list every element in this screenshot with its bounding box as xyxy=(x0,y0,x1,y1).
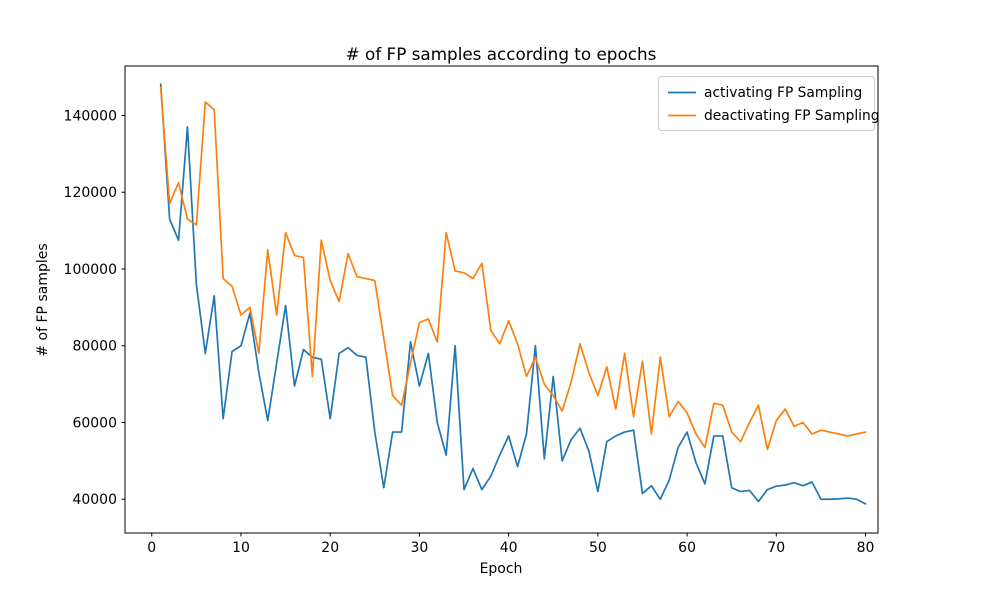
x-tick-label: 10 xyxy=(232,540,250,556)
series-line-deactivating xyxy=(159,86,867,451)
legend-box: activating FP Sampling deactivating FP S… xyxy=(658,76,880,131)
plot-area-border xyxy=(124,65,879,534)
x-tick-label: 20 xyxy=(321,540,339,556)
legend-frame xyxy=(658,76,875,131)
x-tick-label: 40 xyxy=(500,540,518,556)
y-tick-label: 80000 xyxy=(72,339,117,355)
x-tick-label: 0 xyxy=(147,540,156,556)
x-tick-label: 80 xyxy=(857,540,875,556)
data-series-group xyxy=(159,83,867,505)
legend-label-deactivating: deactivating FP Sampling xyxy=(704,108,880,124)
x-axis-ticks: 0 10 20 30 40 50 60 70 80 xyxy=(147,533,874,556)
x-axis-label: Epoch xyxy=(480,561,523,577)
chart-title: # of FP samples according to epochs xyxy=(346,44,657,64)
x-tick-label: 70 xyxy=(767,540,785,556)
y-tick-label: 60000 xyxy=(72,415,117,431)
x-tick-label: 30 xyxy=(411,540,429,556)
series-line-activating xyxy=(159,83,867,505)
y-tick-label: 40000 xyxy=(72,492,117,508)
x-tick-label: 60 xyxy=(678,540,696,556)
y-tick-label: 100000 xyxy=(64,262,117,278)
x-tick-label: 50 xyxy=(589,540,607,556)
y-axis-label: # of FP samples xyxy=(35,243,51,356)
y-tick-label: 140000 xyxy=(64,108,117,124)
legend-label-activating: activating FP Sampling xyxy=(704,85,862,101)
y-tick-label: 120000 xyxy=(64,185,117,201)
y-axis-ticks: 40000 60000 80000 100000 120000 140000 xyxy=(64,108,125,508)
